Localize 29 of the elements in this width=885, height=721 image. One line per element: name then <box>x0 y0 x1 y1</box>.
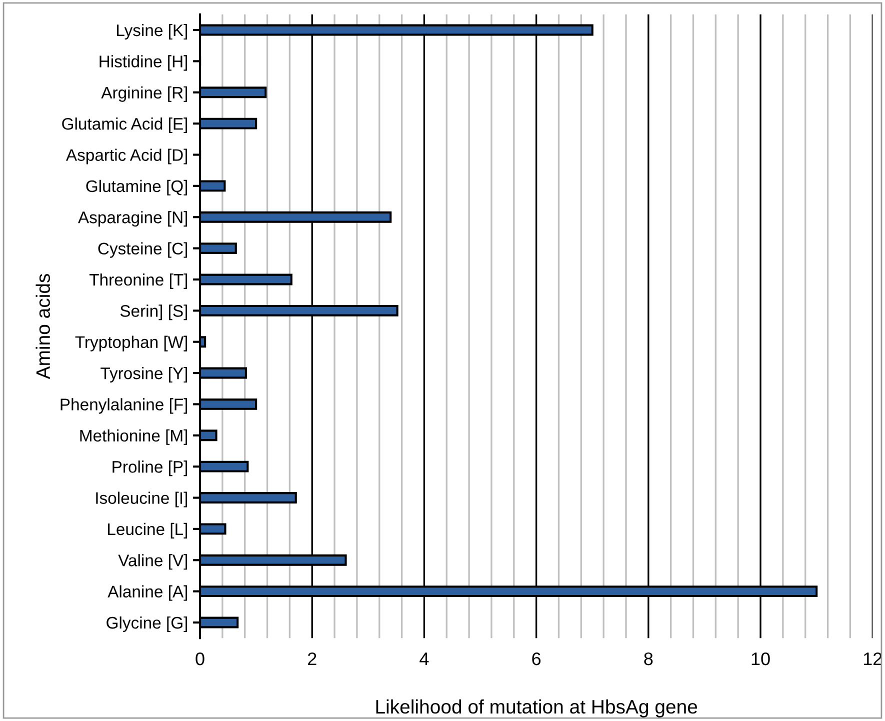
x-tick-label: 12 <box>864 652 882 666</box>
x-axis-title: Likelihood of mutation at HbsAg gene <box>376 699 698 718</box>
y-tick-label: Cysteine [C] <box>98 242 188 258</box>
y-tick-label: Phenylalanine [F] <box>60 398 188 414</box>
y-tick-label: Glutamine [Q] <box>86 180 188 196</box>
x-tick-label: 0 <box>196 652 204 666</box>
y-tick-label: Methionine [M] <box>80 429 188 445</box>
x-tick-label: 8 <box>644 652 653 666</box>
y-tick-label: Tyrosine [Y] <box>100 366 188 383</box>
y-tick-label: Glycine [G] <box>106 616 188 632</box>
x-tick-label: 6 <box>532 652 541 666</box>
y-axis-title: Amino acids <box>36 274 50 380</box>
x-tick-label: 10 <box>752 652 770 666</box>
y-tick-label: Asparagine [N] <box>78 211 188 227</box>
y-tick-label: Leucine [L] <box>108 522 188 538</box>
y-tick-label: Valine [V] <box>118 554 188 570</box>
x-tick-label: 4 <box>420 652 429 666</box>
x-tick-label: 2 <box>308 652 316 666</box>
y-tick-label: Lysine [K] <box>117 24 188 40</box>
y-tick-label: Isoleucine [I] <box>96 492 188 508</box>
y-tick-label: Proline [P] <box>112 460 188 476</box>
y-tick-label: Arginine [R] <box>101 86 188 102</box>
y-tick-label: Aspartic Acid [D] <box>66 148 188 164</box>
y-tick-label: Serin] [S] <box>120 304 188 320</box>
y-tick-label: Glutamic Acid [E] <box>62 118 188 134</box>
y-tick-label: Histidine [H] <box>100 55 188 71</box>
y-tick-label: Alanine [A] <box>108 585 188 601</box>
y-tick-label: Threonine [T] <box>89 273 188 289</box>
y-tick-label: Tryptophan [W] <box>75 336 188 352</box>
